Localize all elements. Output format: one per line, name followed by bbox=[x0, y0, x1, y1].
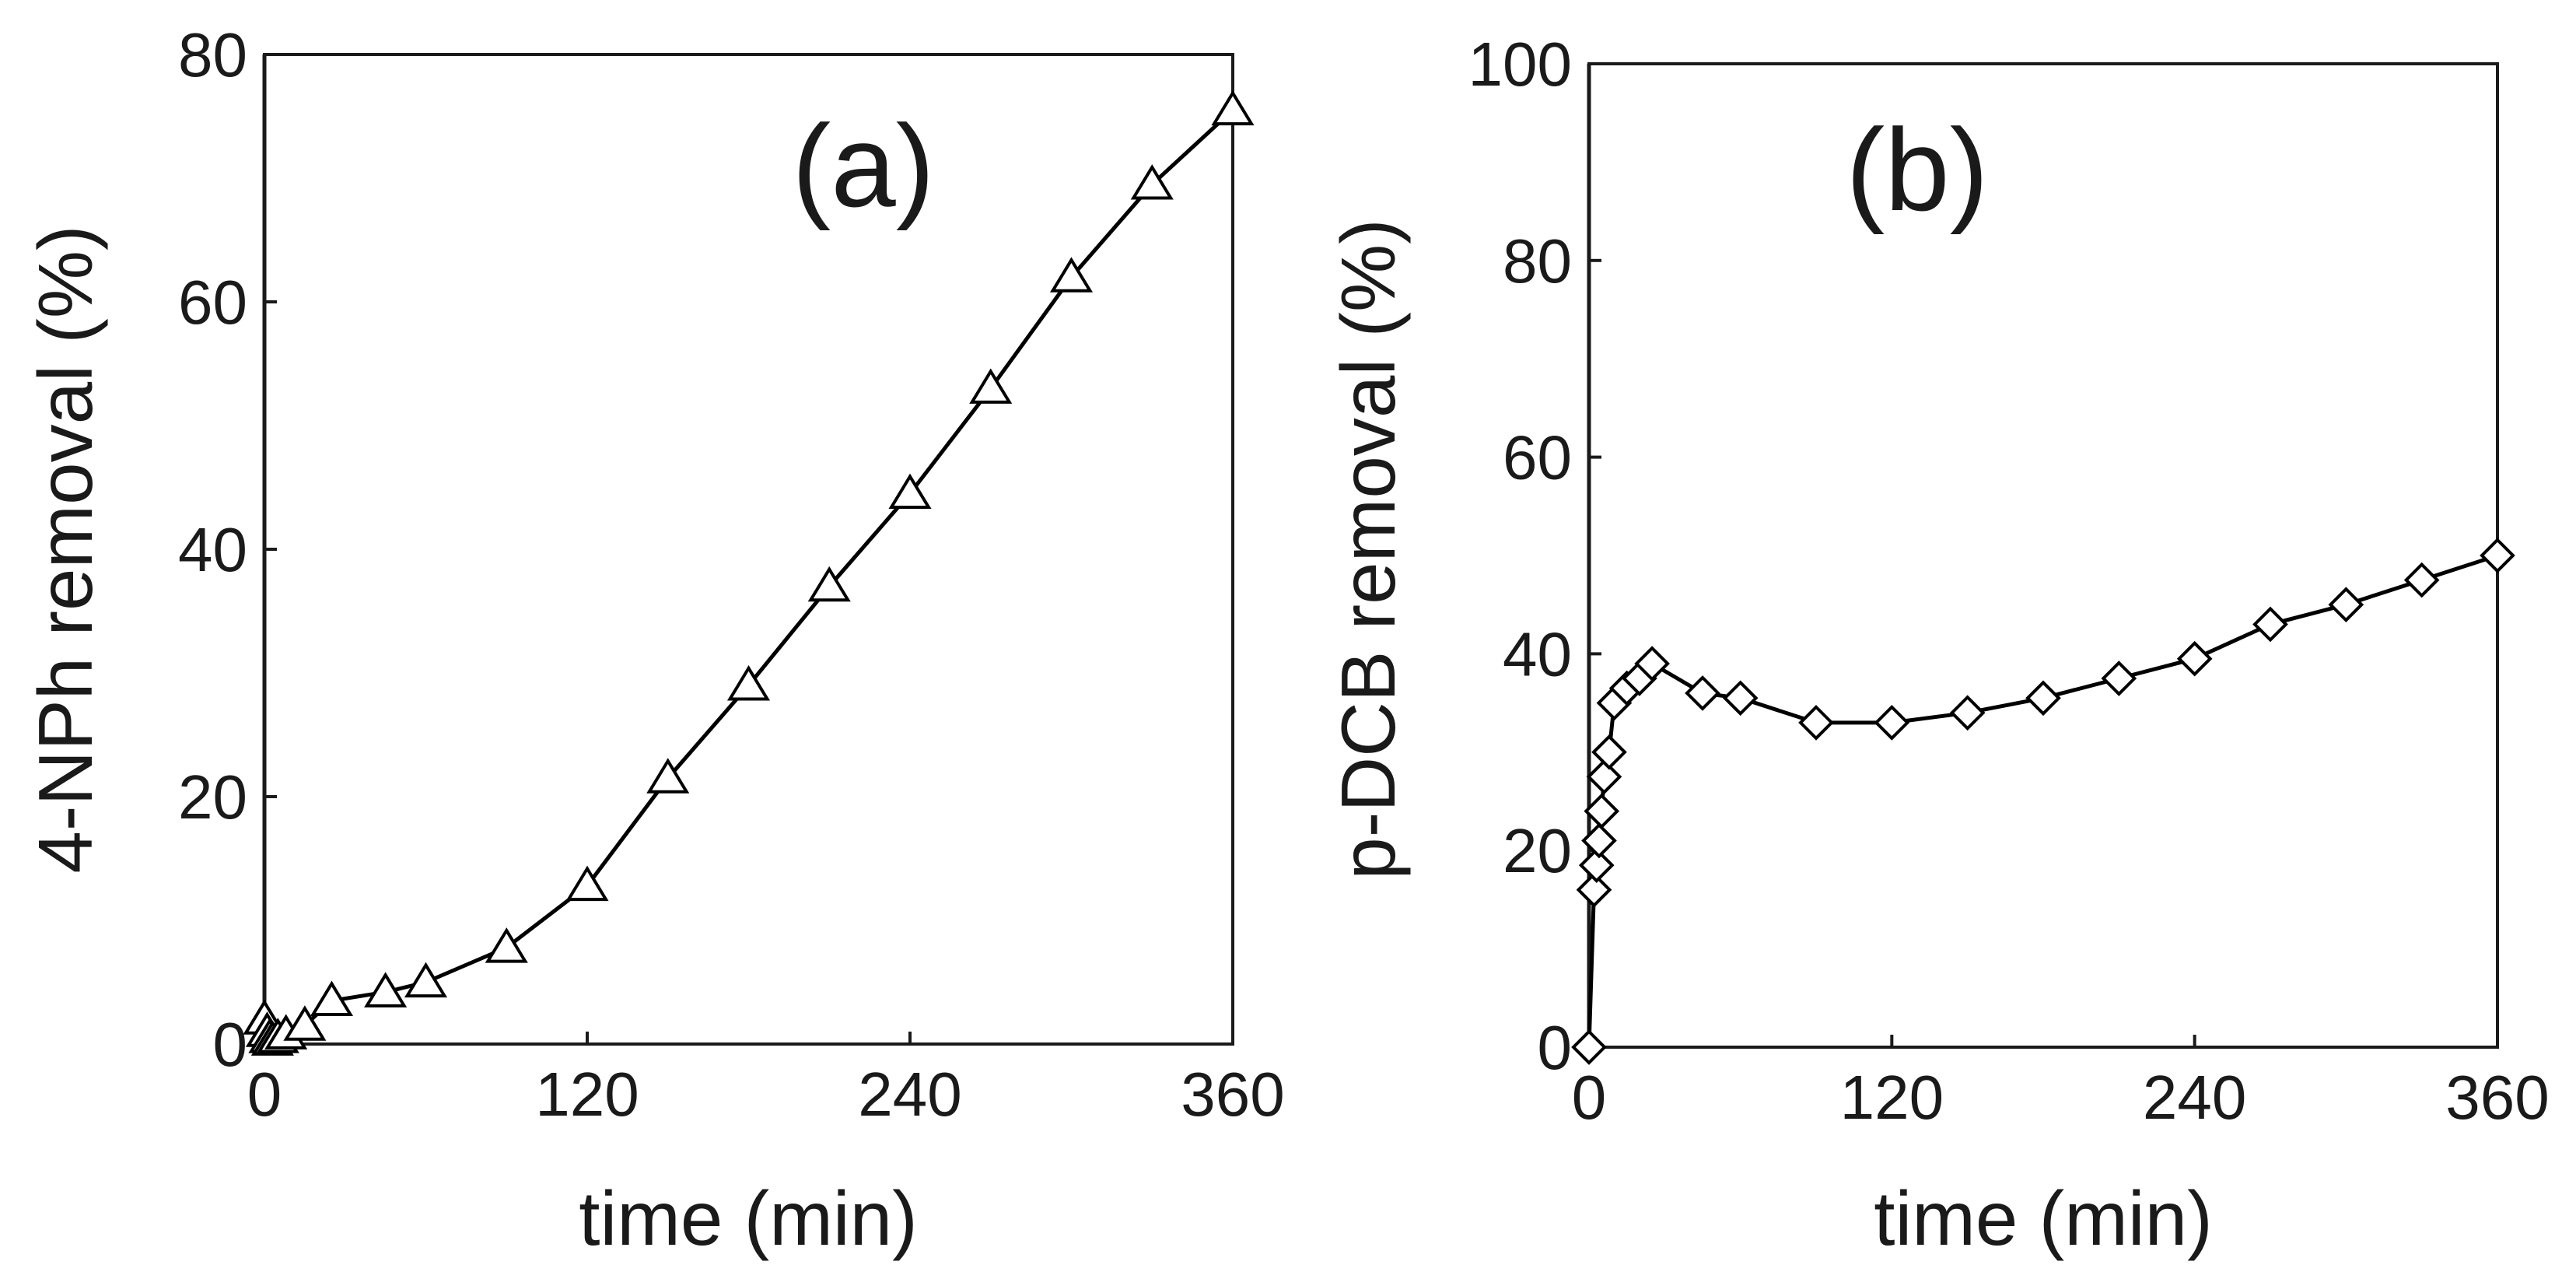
panel-b-y-tick-label: 20 bbox=[1503, 816, 1572, 885]
panel-a-data-point bbox=[1211, 89, 1255, 126]
panel-a-plot-frame bbox=[263, 53, 1234, 1046]
panel-a-data-point bbox=[807, 566, 851, 602]
panel-b-data-point bbox=[1584, 793, 1620, 829]
panel-b-data-point bbox=[2025, 680, 2061, 717]
panel-b-x-tick-label: 240 bbox=[2143, 1063, 2246, 1132]
panel-a-y-tick-label: 20 bbox=[178, 762, 247, 832]
panel-a-y-tick-label: 0 bbox=[213, 1010, 248, 1079]
panel-b-data-point bbox=[2176, 640, 2213, 677]
panel-b-y-tick-label: 60 bbox=[1503, 423, 1572, 492]
panel-a-data-point bbox=[969, 368, 1013, 404]
panel-a-data-point bbox=[283, 1005, 327, 1041]
panel-b-data-point bbox=[2328, 587, 2364, 623]
panel-b-y-tick-label: 0 bbox=[1538, 1013, 1573, 1082]
panel-a-data-point bbox=[364, 972, 408, 1007]
panel-a-markers bbox=[243, 89, 1255, 1056]
panel-b-data-point bbox=[2101, 661, 2137, 696]
panel-a-data-point bbox=[404, 962, 448, 998]
panel-a-data-point bbox=[565, 865, 609, 902]
panel-b-data-point bbox=[1874, 705, 1910, 741]
panel-b-data-point bbox=[1591, 734, 1627, 770]
panel-b-data-point bbox=[2252, 606, 2288, 643]
panel-a-x-tick-label: 240 bbox=[858, 1060, 961, 1129]
panel-a-data-point bbox=[646, 758, 690, 794]
panel-a-x-axis-label: time (min) bbox=[579, 1176, 918, 1261]
panel-b-tick-labels: 0 20 40 60 80 100 0 120 240 360 bbox=[1468, 30, 2550, 1132]
panel-a-y-tick-label: 40 bbox=[178, 515, 247, 584]
panel-a-series-line bbox=[262, 108, 1234, 1042]
panel-b-x-tick-label: 360 bbox=[2445, 1063, 2549, 1132]
panel-a-data-point bbox=[485, 927, 528, 963]
panel-a-label: (a) bbox=[792, 100, 934, 231]
panel-b-series-line bbox=[1587, 553, 2498, 1048]
panel-b-data-point bbox=[1722, 680, 1759, 717]
panel-a-tick-labels: 0 20 40 60 80 0 120 240 360 bbox=[178, 20, 1285, 1129]
panel-b-x-axis-label: time (min) bbox=[1874, 1176, 2213, 1261]
panel-b-data-point bbox=[1798, 705, 1834, 741]
panel-a-x-tick-label: 0 bbox=[247, 1060, 282, 1129]
panel-a-chart: 0 20 40 60 80 0 120 240 360 (a) time (min) 4-NPh… bbox=[23, 20, 1285, 1261]
panel-a-x-tick-label: 120 bbox=[535, 1060, 639, 1129]
panel-b-data-point bbox=[1581, 822, 1617, 859]
panel-b-x-tick-label: 120 bbox=[1840, 1063, 1944, 1132]
panel-b-y-tick-label: 40 bbox=[1503, 619, 1572, 689]
panel-b-data-point bbox=[2403, 562, 2440, 598]
panel-b-data-point bbox=[1586, 759, 1622, 795]
panel-b-ticks bbox=[1587, 62, 2499, 1049]
panel-b-data-point bbox=[2480, 538, 2515, 573]
panel-a-data-point bbox=[1049, 257, 1094, 293]
panel-a-x-tick-label: 360 bbox=[1181, 1060, 1284, 1129]
panel-b-data-point bbox=[1576, 871, 1612, 908]
panel-a-y-tick-label: 80 bbox=[178, 20, 247, 89]
panel-b-y-tick-label: 80 bbox=[1503, 226, 1572, 296]
panel-a-data-point bbox=[1130, 164, 1174, 200]
panel-b-y-axis-label: p-DCB removal (%) bbox=[1325, 219, 1411, 879]
panel-b-label: (b) bbox=[1846, 104, 1988, 235]
panel-a-y-tick-label: 60 bbox=[178, 268, 247, 337]
panel-b-data-point bbox=[1949, 695, 1986, 731]
panel-a-data-point bbox=[726, 665, 771, 701]
panel-a-ticks bbox=[263, 53, 1234, 1046]
panel-b-data-point bbox=[1571, 1029, 1607, 1065]
panel-b-x-tick-label: 0 bbox=[1572, 1063, 1607, 1132]
panel-b-data-point bbox=[1578, 847, 1615, 883]
panel-b-y-tick-label: 100 bbox=[1468, 30, 1572, 99]
panel-b-plot-frame bbox=[1587, 62, 2499, 1049]
panel-a-y-axis-label: 4-NPh removal (%) bbox=[23, 225, 108, 873]
panel-b-markers bbox=[1571, 538, 2515, 1065]
panel-b-chart: 0 20 40 60 80 100 0 120 240 360 (b) time (min) p-… bbox=[1325, 30, 2550, 1261]
panel-b-data-point bbox=[1685, 675, 1720, 711]
panel-a-data-point bbox=[888, 473, 932, 510]
panel-b-data-point bbox=[1634, 646, 1670, 682]
panel-a-data-point bbox=[310, 980, 354, 1016]
